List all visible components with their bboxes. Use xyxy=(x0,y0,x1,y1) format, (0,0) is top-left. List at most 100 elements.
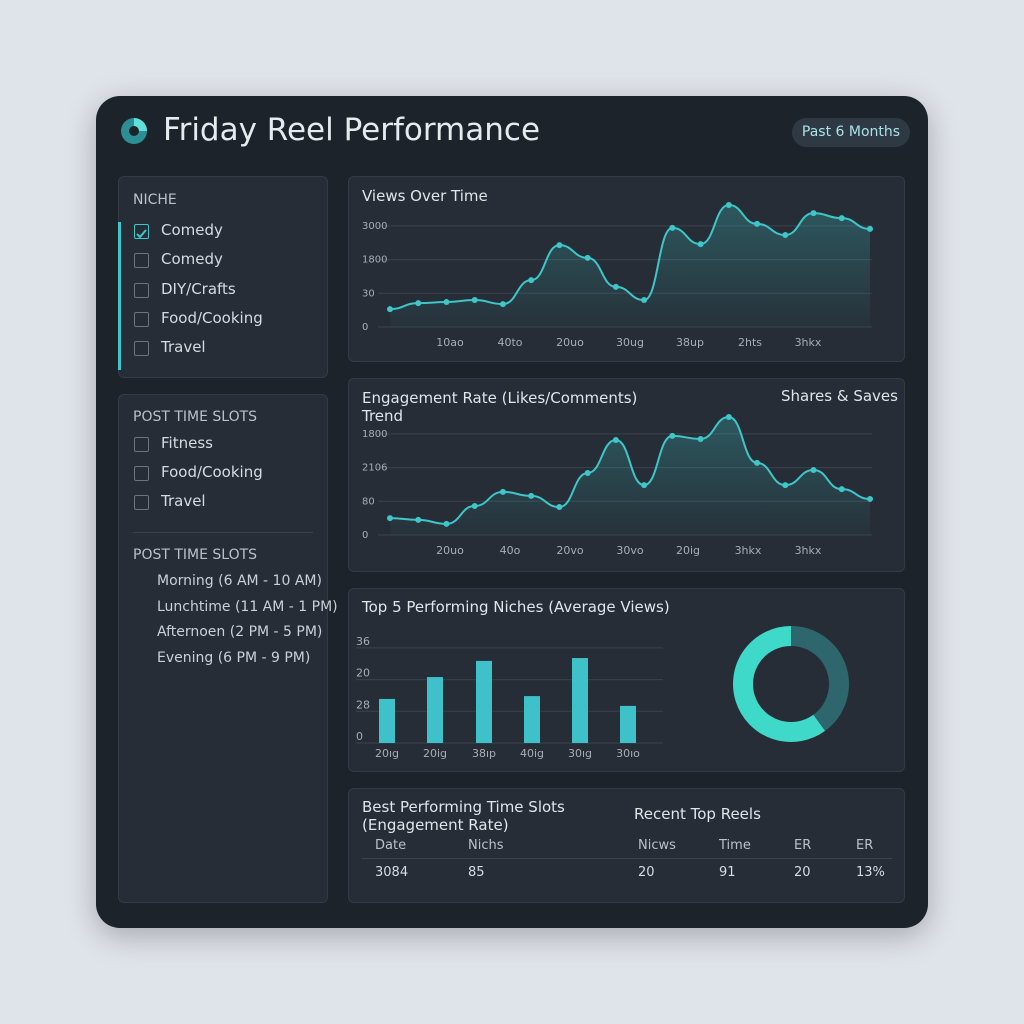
x-tick-label: 40ig xyxy=(520,747,544,760)
x-tick-label: 20ig xyxy=(676,544,700,557)
page-title: Friday Reel Performance xyxy=(163,112,541,148)
x-tick-label: 10ao xyxy=(436,336,464,349)
checkbox[interactable] xyxy=(134,341,149,356)
point xyxy=(612,436,619,443)
table-cell: 3084 xyxy=(375,865,409,880)
checkbox-label: Fitness xyxy=(161,434,213,452)
section-title: POST TIME SLOTS xyxy=(133,547,258,563)
x-tick-label: 40to xyxy=(497,336,522,349)
active-indicator xyxy=(118,222,121,370)
point xyxy=(782,231,789,238)
donut-segment xyxy=(790,626,849,731)
checkbox-label: Travel xyxy=(161,492,206,510)
point xyxy=(810,210,817,217)
chart-title: Engagement Rate (Likes/Comments) Trend xyxy=(362,389,638,425)
point xyxy=(810,466,817,473)
checkbox[interactable] xyxy=(134,437,149,452)
point xyxy=(471,297,478,304)
bar xyxy=(379,698,395,743)
x-tick-label: 3hkx xyxy=(795,544,822,557)
point xyxy=(556,242,563,249)
point xyxy=(867,225,873,232)
table-cell: 85 xyxy=(468,865,485,880)
point xyxy=(725,202,732,209)
time-slots-panel xyxy=(118,394,328,903)
point xyxy=(641,297,648,304)
point xyxy=(387,306,393,313)
checkbox[interactable] xyxy=(134,253,149,268)
section-title: NICHE xyxy=(133,192,177,208)
x-tick-label: 20ıg xyxy=(375,747,399,760)
point xyxy=(697,241,704,248)
point xyxy=(499,301,506,308)
point xyxy=(584,254,591,261)
column-header: Date xyxy=(375,838,407,853)
logo xyxy=(121,118,147,144)
x-tick-label: 20uo xyxy=(436,544,464,557)
x-tick-label: 20vo xyxy=(556,544,584,557)
table-divider xyxy=(362,858,892,859)
checkbox[interactable] xyxy=(134,224,149,239)
time-slot: Evening (6 PM - 9 PM) xyxy=(157,650,311,666)
checkbox[interactable] xyxy=(134,466,149,481)
point xyxy=(556,504,563,511)
point xyxy=(415,516,422,523)
y-tick-label: 0 xyxy=(356,730,363,743)
niche-panel xyxy=(118,176,328,378)
checkbox[interactable] xyxy=(134,283,149,298)
point xyxy=(387,515,393,522)
point xyxy=(471,503,478,510)
time-slot: Afternoen (2 PM - 5 PM) xyxy=(157,624,323,640)
range-button[interactable]: Past 6 Months xyxy=(792,118,910,147)
point xyxy=(415,300,422,307)
point xyxy=(754,459,761,466)
checkbox-label: Comedy xyxy=(161,221,223,239)
y-tick-label: 3000 xyxy=(362,221,387,232)
time-slot: Morning (6 AM - 10 AM) xyxy=(157,573,322,589)
point xyxy=(838,486,845,493)
point xyxy=(867,495,873,502)
y-tick-label: 30 xyxy=(362,288,375,299)
time-slot: Lunchtime (11 AM - 1 PM) xyxy=(157,599,338,615)
x-tick-label: 20uo xyxy=(556,336,584,349)
table-cell: 20 xyxy=(638,865,655,880)
column-header: Nichs xyxy=(468,838,504,853)
table-cell: 13% xyxy=(856,865,885,880)
table-cell: 91 xyxy=(719,865,736,880)
table-title: Best Performing Time Slots (Engagement R… xyxy=(362,798,565,834)
y-tick-label: 20 xyxy=(356,667,370,680)
checkbox[interactable] xyxy=(134,312,149,327)
table-side-title: Recent Top Reels xyxy=(634,805,761,823)
y-tick-label: 1800 xyxy=(362,429,387,440)
y-tick-label: 0 xyxy=(362,530,368,541)
y-tick-label: 0 xyxy=(362,322,368,333)
checkmark xyxy=(136,229,147,239)
x-tick-label: 30vo xyxy=(616,544,644,557)
chart-title: Top 5 Performing Niches (Average Views) xyxy=(362,598,670,616)
point xyxy=(641,482,648,489)
point xyxy=(782,482,789,489)
y-tick-label: 28 xyxy=(356,698,370,711)
column-header: Nicws xyxy=(638,838,676,853)
divider xyxy=(133,532,313,533)
point xyxy=(528,492,535,499)
x-tick-label: 30ıo xyxy=(616,747,640,760)
column-header: Time xyxy=(719,838,751,853)
x-tick-label: 20ig xyxy=(423,747,447,760)
point xyxy=(669,224,676,231)
point xyxy=(528,277,535,284)
point xyxy=(443,299,450,306)
column-header: ER xyxy=(856,838,874,853)
y-tick-label: 1800 xyxy=(362,255,387,266)
checkbox-label: DIY/Crafts xyxy=(161,280,236,298)
bar xyxy=(620,705,636,743)
point xyxy=(669,432,676,439)
donut-segment xyxy=(733,626,826,742)
checkbox-label: Comedy xyxy=(161,250,223,268)
y-tick-label: 36 xyxy=(356,635,370,648)
point xyxy=(499,488,506,495)
column-header: ER xyxy=(794,838,812,853)
checkbox[interactable] xyxy=(134,495,149,510)
area xyxy=(390,205,870,327)
